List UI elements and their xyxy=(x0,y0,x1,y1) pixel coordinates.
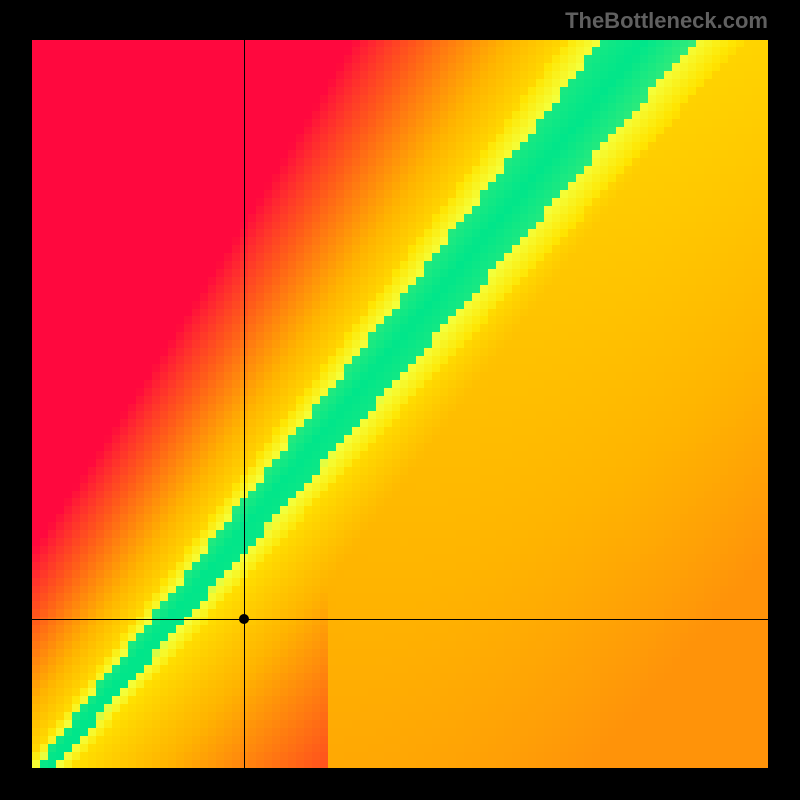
heatmap-plot xyxy=(32,40,768,768)
crosshair-horizontal xyxy=(32,619,768,620)
watermark-label: TheBottleneck.com xyxy=(565,8,768,34)
heatmap-canvas xyxy=(32,40,768,768)
selected-point-marker xyxy=(239,614,249,624)
crosshair-vertical xyxy=(244,40,245,768)
